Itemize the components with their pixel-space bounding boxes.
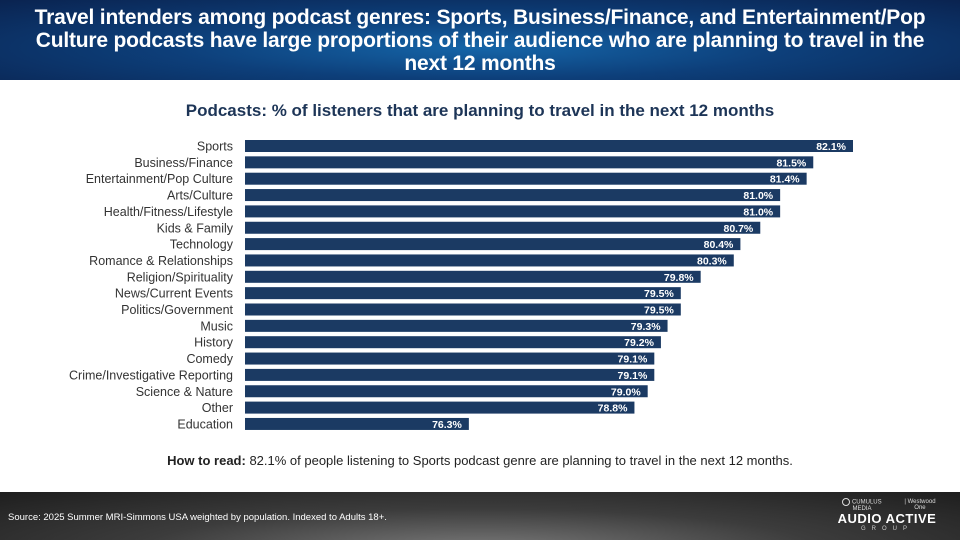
- category-label: Kids & Family: [157, 221, 234, 235]
- category-label: History: [194, 336, 234, 350]
- value-label: 82.1%: [816, 141, 846, 153]
- value-label: 80.7%: [723, 223, 753, 235]
- value-label: 81.4%: [770, 174, 800, 186]
- how-to-read-label: How to read:: [167, 453, 246, 468]
- value-label: 79.3%: [631, 321, 661, 333]
- source-note: Source: 2025 Summer MRI-Simmons USA weig…: [8, 512, 387, 523]
- category-label: Crime/Investigative Reporting: [69, 368, 233, 382]
- bar-row: Romance & Relationships 80.3%: [89, 254, 734, 268]
- bar-row: Education 76.3%: [177, 417, 469, 431]
- value-label: 78.8%: [598, 403, 628, 415]
- how-to-read-text: 82.1% of people listening to Sports podc…: [245, 453, 793, 468]
- how-to-read: How to read: 82.1% of people listening t…: [0, 453, 960, 468]
- bar: [245, 172, 807, 185]
- cumulus-icon: [842, 498, 851, 506]
- audio-active-group-logo: CUMULUS MEDIA | Westwood One AUDIO ACTIV…: [832, 498, 942, 532]
- value-label: 79.5%: [644, 305, 674, 317]
- value-label: 80.4%: [704, 239, 734, 251]
- category-label: Politics/Government: [121, 303, 233, 317]
- bar: [245, 401, 635, 414]
- category-label: Religion/Spirituality: [127, 270, 234, 284]
- bar-row: News/Current Events 79.5%: [115, 287, 681, 301]
- bar: [245, 140, 853, 152]
- bar: [245, 303, 681, 316]
- bar-row: Religion/Spirituality 79.8%: [127, 270, 701, 284]
- category-label: News/Current Events: [115, 287, 233, 301]
- bar-chart: Sports 82.1% Business/Finance 81.5% Entertai…: [69, 140, 853, 431]
- bar: [245, 417, 469, 430]
- title-banner: Travel intenders among podcast genres: S…: [0, 0, 960, 80]
- footer: Source: 2025 Summer MRI-Simmons USA weig…: [0, 492, 960, 540]
- bar: [245, 254, 734, 267]
- bar: [245, 156, 814, 169]
- chart-title: Podcasts: % of listeners that are planni…: [185, 101, 775, 120]
- bar-row: Technology 80.4%: [170, 238, 741, 252]
- bar-row: Music 79.3%: [200, 319, 668, 333]
- bar-row: History 79.2%: [194, 336, 661, 350]
- category-label: Health/Fitness/Lifestyle: [104, 205, 233, 219]
- bar-row: Health/Fitness/Lifestyle 81.0%: [104, 205, 781, 219]
- bar-row: Entertainment/Pop Culture 81.4%: [86, 172, 807, 186]
- bar: [245, 270, 701, 283]
- value-label: 79.8%: [664, 272, 694, 284]
- category-label: Education: [177, 417, 233, 431]
- bar: [245, 221, 761, 234]
- logo-sub-text: GROUP: [860, 526, 913, 532]
- westwood-one-text: Westwood One: [907, 499, 936, 511]
- bar: [245, 287, 681, 300]
- bar: [245, 319, 668, 332]
- bar-row: Kids & Family 80.7%: [157, 221, 761, 235]
- logo-main-text: AUDIO ACTIVE: [837, 511, 937, 526]
- value-label: 79.0%: [611, 386, 641, 398]
- bar-row: Politics/Government 79.5%: [121, 303, 681, 317]
- bar-row: Arts/Culture 81.0%: [167, 189, 781, 203]
- category-label: Entertainment/Pop Culture: [86, 172, 233, 186]
- category-label: Business/Finance: [134, 156, 233, 170]
- category-label: Other: [202, 401, 233, 415]
- value-label: 79.5%: [644, 288, 674, 300]
- value-label: 79.1%: [618, 354, 648, 366]
- bar-row: Science & Nature 79.0%: [136, 385, 648, 399]
- bar: [245, 368, 655, 381]
- category-label: Arts/Culture: [167, 189, 233, 203]
- value-label: 81.5%: [776, 157, 806, 169]
- westwood-one-logo: | Westwood One: [904, 499, 936, 511]
- page-title: Travel intenders among podcast genres: S…: [34, 5, 926, 75]
- value-label: 79.1%: [618, 370, 648, 382]
- bar: [245, 352, 655, 365]
- bar-row: Other 78.8%: [202, 401, 635, 415]
- bar: [245, 385, 648, 398]
- value-label: 76.3%: [432, 419, 462, 431]
- value-label: 81.0%: [743, 190, 773, 202]
- category-label: Science & Nature: [136, 385, 233, 399]
- bar-row: Business/Finance 81.5%: [134, 156, 814, 170]
- bar: [245, 189, 781, 202]
- category-label: Romance & Relationships: [89, 254, 233, 268]
- bar: [245, 336, 661, 349]
- cumulus-text: CUMULUS MEDIA: [851, 499, 882, 512]
- category-label: Sports: [197, 140, 233, 154]
- bar: [245, 205, 781, 218]
- value-label: 80.3%: [697, 255, 727, 267]
- bar-row: Sports 82.1%: [197, 140, 853, 154]
- cumulus-logo: CUMULUS MEDIA: [832, 498, 892, 512]
- bar: [245, 238, 741, 251]
- value-label: 81.0%: [743, 206, 773, 218]
- value-label: 79.2%: [624, 337, 654, 349]
- bar-row: Crime/Investigative Reporting 79.1%: [69, 368, 655, 382]
- category-label: Technology: [170, 238, 234, 252]
- category-label: Comedy: [186, 352, 233, 366]
- bar-row: Comedy 79.1%: [186, 352, 655, 366]
- category-label: Music: [200, 319, 233, 333]
